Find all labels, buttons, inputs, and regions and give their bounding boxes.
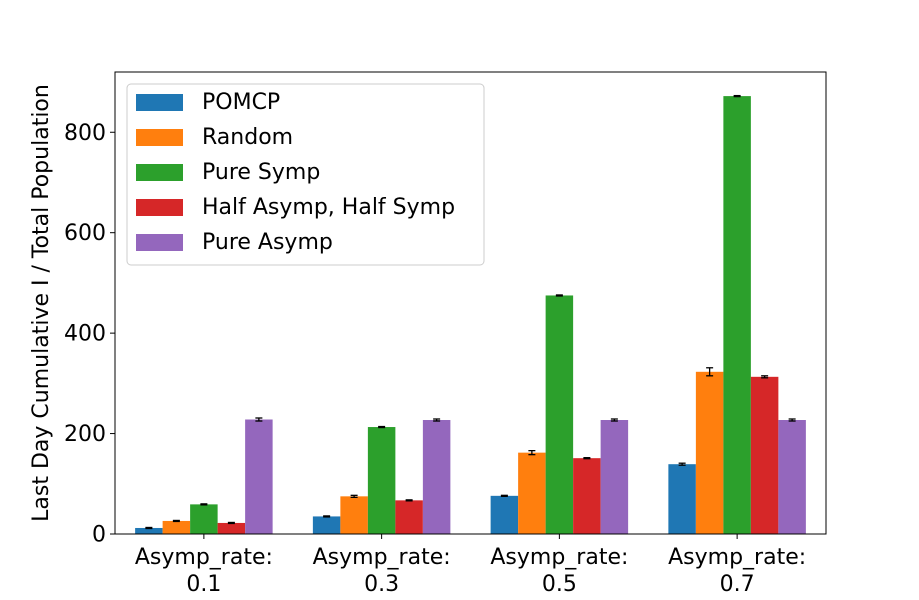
legend-label-pomcp: POMCP: [202, 90, 280, 115]
legend-swatch-pure-asymp: [136, 234, 183, 251]
bar-half-asymp-half-symp-4: [750, 376, 779, 534]
legend-swatch-pure-symp: [136, 164, 183, 181]
error-bar-random-3: [528, 449, 536, 456]
bar-random-3: [518, 452, 546, 534]
x-tick-label-3-line-2: 0.5: [542, 572, 577, 597]
error-bars-layer: [145, 94, 796, 530]
error-bar-random-1: [172, 519, 180, 523]
legend-label-random: Random: [202, 125, 293, 150]
bar-pure-asymp-1: [245, 419, 273, 534]
y-tick-label-600: 600: [64, 221, 106, 246]
bars-layer: [135, 96, 806, 535]
y-tick-label-400: 400: [64, 322, 106, 347]
bar-half-asymp-half-symp-1: [217, 522, 246, 534]
error-bar-pure-asymp-3: [610, 418, 618, 422]
bar-random-1: [162, 520, 191, 534]
x-tick-label-1-line-2: 0.1: [186, 572, 221, 597]
y-axis: 0 200 400 600 800: [64, 121, 115, 548]
bar-half-asymp-half-symp-3: [573, 458, 601, 534]
bar-pure-symp-1: [190, 504, 218, 534]
error-bar-pure-symp-3: [555, 294, 563, 297]
error-bar-pure-symp-4: [733, 94, 741, 98]
legend-swatch-random: [136, 129, 183, 146]
bar-half-asymp-half-symp-2: [395, 500, 423, 534]
y-tick-label-200: 200: [64, 422, 106, 447]
y-tick-label-800: 800: [64, 121, 106, 146]
legend: POMCP Random Pure Symp Half Asymp, Half Sym…: [126, 83, 485, 266]
bar-pure-asymp-4: [778, 420, 806, 534]
error-bar-pure-asymp-2: [433, 418, 441, 422]
bar-random-2: [340, 496, 368, 534]
bar-pure-symp-3: [545, 295, 574, 534]
bar-pomcp-1: [135, 527, 163, 534]
x-tick-label-2-line-2: 0.3: [364, 572, 399, 597]
bar-pure-asymp-2: [422, 420, 451, 534]
error-bar-pomcp-1: [145, 526, 153, 530]
bar-pure-symp-4: [723, 96, 751, 535]
x-tick-label-3-line-1: Asymp_rate:: [490, 545, 628, 570]
error-bar-pomcp-2: [323, 515, 331, 518]
legend-label-pure-symp: Pure Symp: [202, 160, 320, 185]
error-bar-half-asymp-half-symp-2: [405, 499, 413, 502]
legend-swatch-half-asymp-half-symp: [136, 199, 183, 216]
error-bar-random-2: [350, 494, 358, 498]
legend-label-pure-asymp: Pure Asymp: [202, 230, 333, 255]
y-tick-label-0: 0: [92, 523, 106, 548]
y-axis-label: Last Day Cumulative I / Total Population: [29, 84, 54, 522]
error-bar-pomcp-3: [500, 494, 508, 497]
error-bar-half-asymp-half-symp-3: [583, 457, 591, 460]
error-bar-pure-asymp-4: [788, 418, 796, 422]
bar-pure-symp-2: [367, 427, 396, 534]
x-tick-label-4-line-2: 0.7: [720, 572, 755, 597]
error-bar-pure-symp-2: [378, 425, 386, 429]
x-tick-label-2-line-1: Asymp_rate:: [313, 545, 451, 570]
bar-random-4: [695, 371, 724, 534]
error-bar-pure-symp-1: [200, 503, 208, 506]
bar-pure-asymp-3: [600, 420, 629, 534]
legend-label-half-asymp-half-symp: Half Asymp, Half Symp: [202, 195, 455, 220]
error-bar-half-asymp-half-symp-1: [227, 521, 235, 525]
error-bar-pure-asymp-1: [255, 417, 263, 422]
plot-frame: [114, 71, 827, 535]
bar-pomcp-3: [490, 495, 519, 534]
error-bar-random-4: [706, 367, 714, 377]
x-tick-label-1-line-1: Asymp_rate:: [135, 545, 273, 570]
legend-swatch-pomcp: [136, 94, 183, 111]
bar-pomcp-2: [312, 516, 341, 534]
bar-pomcp-4: [668, 464, 696, 534]
x-axis: Asymp_rate:0.1Asymp_rate:0.3Asymp_rate:0…: [135, 534, 806, 597]
legend-box: [126, 83, 485, 266]
error-bar-half-asymp-half-symp-4: [761, 375, 769, 379]
error-bar-pomcp-4: [678, 462, 686, 466]
x-tick-label-4-line-1: Asymp_rate:: [668, 545, 806, 570]
